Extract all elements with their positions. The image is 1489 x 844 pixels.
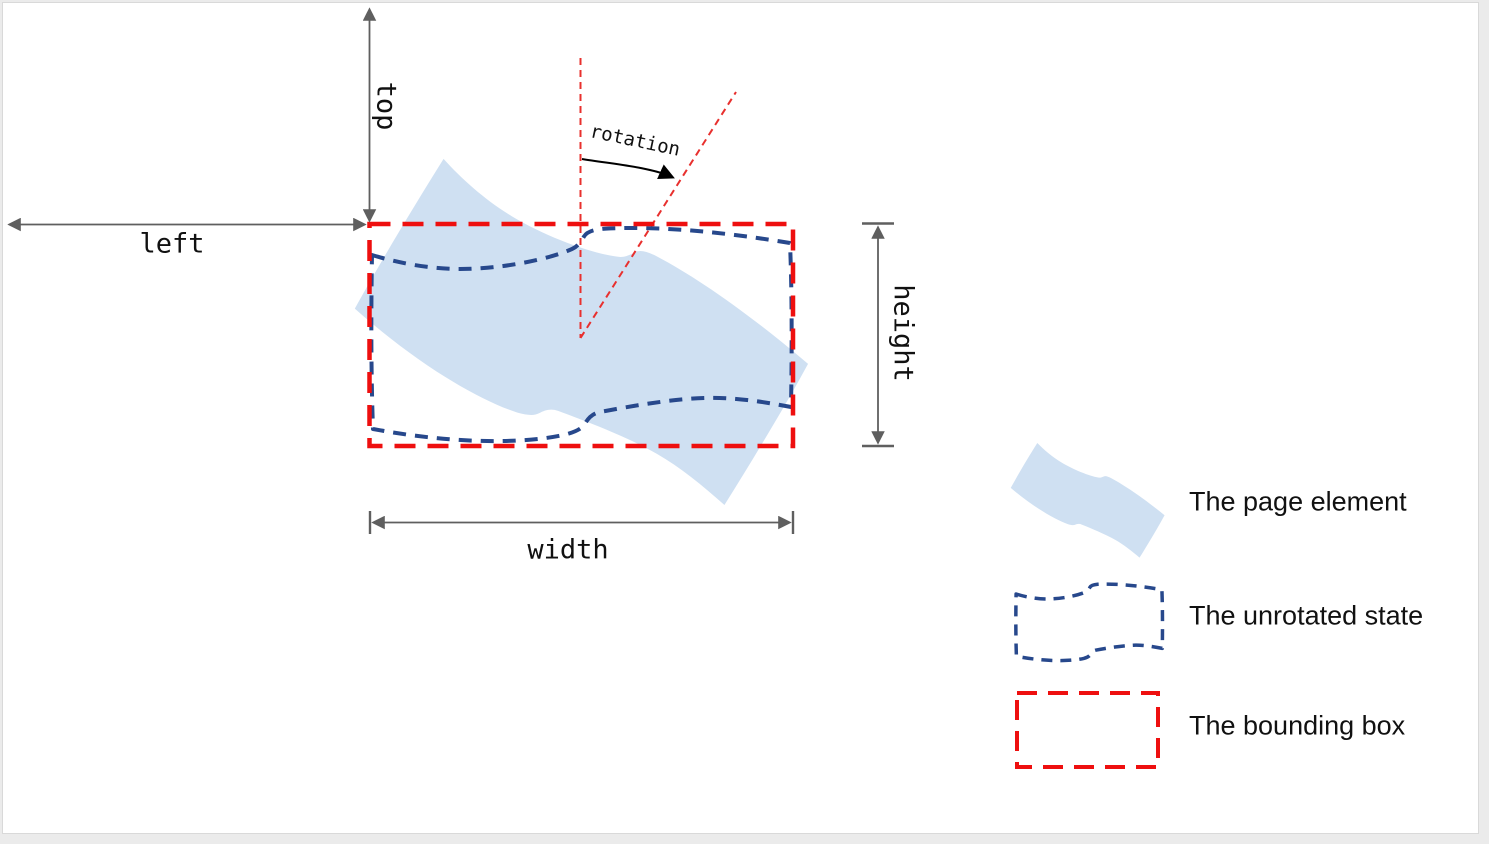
bounding-box-rect [367, 221, 796, 449]
width-label: width [527, 534, 609, 566]
unrotated-state-swatch-icon [1014, 582, 1165, 663]
width-dimension-arrow [368, 511, 795, 534]
rotation-angle-line [579, 91, 737, 339]
left-label: left [139, 228, 205, 260]
top-label: top [370, 81, 402, 131]
legend-label-unrotated-state: The unrotated state [1189, 600, 1424, 631]
legend-label-page-element: The page element [1189, 486, 1407, 517]
rotation-arrow [581, 158, 675, 179]
height-label: height [887, 284, 919, 382]
legend-label-bounding-box: The bounding box [1189, 710, 1406, 741]
page-element-swatch-icon [1008, 435, 1168, 567]
height-dimension-arrow [862, 222, 894, 448]
bounding-box-swatch-icon [1015, 691, 1160, 769]
